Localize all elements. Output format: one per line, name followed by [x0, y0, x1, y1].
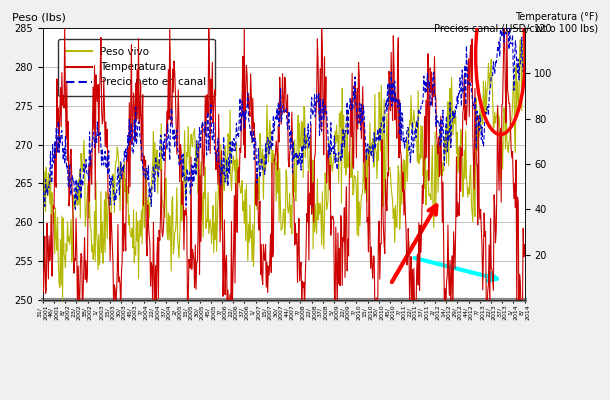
Text: Peso (lbs): Peso (lbs)	[12, 12, 66, 22]
Legend: Peso vivo, Temperatura, Precio neto en canal: Peso vivo, Temperatura, Precio neto en c…	[57, 39, 215, 96]
Text: Temperatura (°F)
Precios canal (USD/cwt o 100 lbs): Temperatura (°F) Precios canal (USD/cwt …	[434, 12, 598, 34]
